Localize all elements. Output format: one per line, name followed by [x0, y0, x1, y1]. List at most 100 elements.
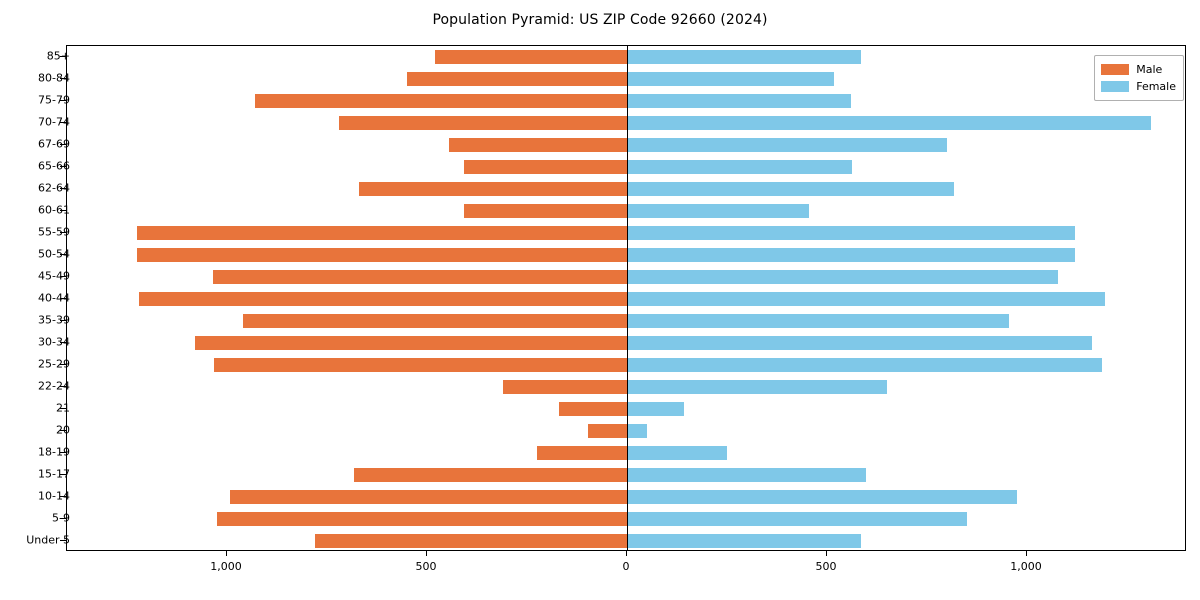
bar-male — [464, 204, 627, 218]
y-axis-tick-mark — [60, 210, 66, 211]
bar-row — [67, 116, 1185, 130]
x-axis-tick-mark — [1026, 551, 1027, 556]
bar-female — [627, 424, 647, 438]
bar-female — [627, 512, 967, 526]
bar-male — [243, 314, 627, 328]
bar-female — [627, 314, 1009, 328]
y-axis-tick-label: 67-69 — [38, 137, 70, 151]
bar-male — [315, 534, 627, 548]
legend-entry: Male — [1101, 61, 1176, 78]
y-axis-tick-mark — [60, 232, 66, 233]
y-axis-tick-label: 22-24 — [38, 379, 70, 393]
bar-female — [627, 248, 1075, 262]
bar-row — [67, 380, 1185, 394]
bar-female — [627, 138, 947, 152]
bar-male — [217, 512, 627, 526]
bar-row — [67, 424, 1185, 438]
y-axis-tick-label: 40-44 — [38, 291, 70, 305]
y-axis-tick-mark — [60, 188, 66, 189]
bar-male — [359, 182, 627, 196]
y-axis-tick-mark — [60, 320, 66, 321]
x-axis-tick-label: 0 — [622, 560, 630, 573]
bar-female — [627, 72, 834, 86]
bar-female — [627, 446, 728, 460]
bar-male — [195, 336, 627, 350]
y-axis-tick-mark — [60, 474, 66, 475]
bar-row — [67, 138, 1185, 152]
bar-female — [627, 468, 867, 482]
y-axis-tick-label: 10-14 — [38, 489, 70, 503]
y-axis-tick-mark — [60, 408, 66, 409]
y-axis-tick-mark — [60, 452, 66, 453]
legend-label: Male — [1136, 63, 1163, 76]
bar-male — [137, 226, 627, 240]
bar-male — [213, 270, 627, 284]
y-axis-tick-mark — [60, 144, 66, 145]
bar-female — [627, 204, 809, 218]
plot-area — [66, 45, 1186, 551]
y-axis-tick-mark — [60, 122, 66, 123]
bar-male — [339, 116, 627, 130]
y-axis-tick-mark — [60, 78, 66, 79]
bar-male — [503, 380, 627, 394]
y-axis-tick-label: 35-39 — [38, 313, 70, 327]
bar-female — [627, 292, 1105, 306]
y-axis-tick-label: 50-54 — [38, 247, 70, 261]
legend-swatch-female — [1101, 81, 1130, 92]
bar-female — [627, 380, 887, 394]
bar-female — [627, 94, 851, 108]
bar-male — [435, 50, 627, 64]
bar-row — [67, 358, 1185, 372]
bar-row — [67, 226, 1185, 240]
y-axis-tick-label: 75-79 — [38, 93, 70, 107]
y-axis-tick-mark — [60, 100, 66, 101]
bar-male — [587, 424, 627, 438]
bar-row — [67, 314, 1185, 328]
bar-male — [407, 72, 627, 86]
bar-row — [67, 512, 1185, 526]
y-axis-tick-mark — [60, 56, 66, 57]
y-axis-tick-label: 18-19 — [38, 445, 70, 459]
bar-row — [67, 182, 1185, 196]
y-axis-tick-label: 60-61 — [38, 203, 70, 217]
bar-row — [67, 468, 1185, 482]
chart-legend: Male Female — [1094, 55, 1184, 101]
bar-male — [449, 138, 627, 152]
bar-female — [627, 50, 861, 64]
x-axis-tick-mark — [626, 551, 627, 556]
bar-female — [627, 160, 853, 174]
y-axis-tick-label: 30-34 — [38, 335, 70, 349]
y-axis-tick-mark — [60, 496, 66, 497]
bar-row — [67, 270, 1185, 284]
bar-row — [67, 336, 1185, 350]
y-axis-tick-mark — [60, 386, 66, 387]
bar-female — [627, 226, 1075, 240]
y-axis-tick-mark — [60, 540, 66, 541]
bar-male — [353, 468, 627, 482]
y-axis-tick-mark — [60, 166, 66, 167]
y-axis-tick-label: 45-49 — [38, 269, 70, 283]
bar-row — [67, 160, 1185, 174]
y-axis-tick-mark — [60, 342, 66, 343]
bar-row — [67, 94, 1185, 108]
x-axis-tick-label: 500 — [415, 560, 437, 573]
y-axis-tick-label: 15-17 — [38, 467, 70, 481]
zero-axis-line — [627, 46, 628, 550]
bar-female — [627, 358, 1103, 372]
bar-row — [67, 204, 1185, 218]
y-axis-tick-mark — [60, 364, 66, 365]
y-axis-tick-mark — [60, 430, 66, 431]
bar-row — [67, 534, 1185, 548]
x-axis-tick-label: 1,000 — [1010, 560, 1042, 573]
bar-row — [67, 446, 1185, 460]
y-axis-tick-label: Under 5 — [26, 533, 70, 547]
y-axis-tick-label: 25-29 — [38, 357, 70, 371]
chart-title: Population Pyramid: US ZIP Code 92660 (2… — [432, 12, 768, 28]
y-axis-tick-label: 70-74 — [38, 115, 70, 129]
y-axis-tick-label: 85+ — [46, 49, 70, 63]
bar-male — [464, 160, 627, 174]
legend-entry: Female — [1101, 78, 1176, 95]
legend-label: Female — [1136, 80, 1176, 93]
y-axis-tick-mark — [60, 254, 66, 255]
bar-row — [67, 292, 1185, 306]
